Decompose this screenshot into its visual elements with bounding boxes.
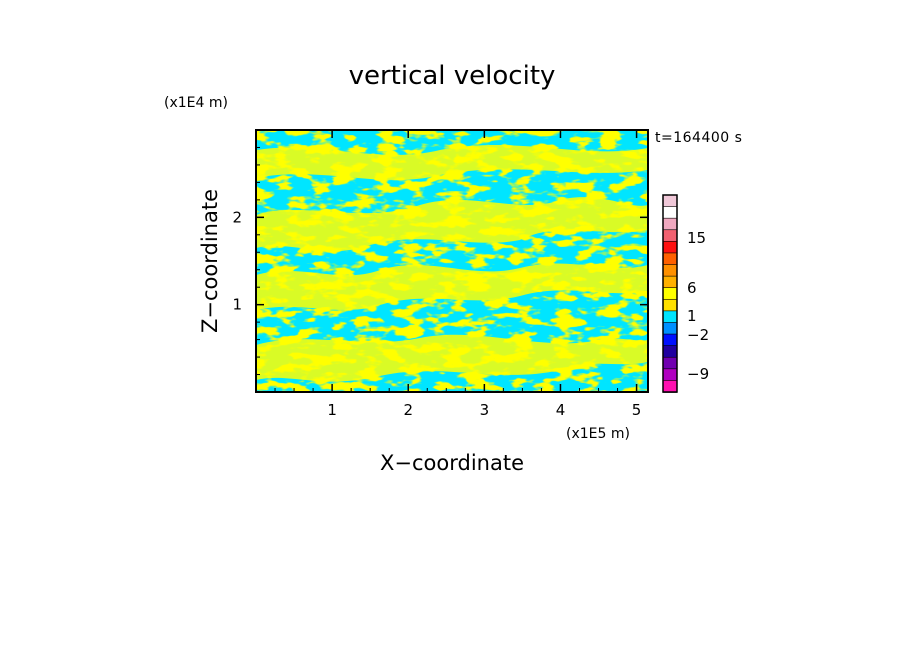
colorbar-band [662, 310, 678, 324]
x-tick-label: 3 [480, 401, 490, 419]
colorbar-band [662, 252, 678, 266]
y-tick-label: 2 [232, 208, 242, 226]
colorbar-tick-label: 15 [687, 229, 706, 247]
colorbar-frame [662, 194, 678, 393]
colorbar-band [662, 356, 678, 370]
colorbar-labels: 15 6 1−2 −9 [687, 229, 709, 383]
colorbar-bands [662, 194, 678, 393]
colorbar-tick-label: −2 [687, 326, 709, 344]
colorbar-band [662, 333, 678, 347]
chart-title: vertical velocity [349, 61, 556, 91]
colorbar-band [662, 264, 678, 277]
colorbar: 15 6 1−2 −9 [662, 194, 709, 393]
colorbar-band [662, 368, 678, 382]
colorbar-tick-label: 1 [687, 307, 697, 325]
x-tick-label: 1 [327, 401, 337, 419]
y-axis-label: Z−coordinate [198, 189, 222, 333]
colorbar-tick-label: 6 [687, 279, 697, 297]
colorbar-band [662, 298, 678, 312]
x-tick-label: 2 [403, 401, 413, 419]
colorbar-band [662, 206, 678, 219]
colorbar-band [662, 380, 678, 393]
x-tick-label: 4 [556, 401, 566, 419]
plot-area [255, 129, 649, 393]
colorbar-band [662, 229, 678, 243]
x-tick-label: 5 [632, 401, 642, 419]
colorbar-band [662, 322, 678, 335]
updraft-texture [256, 130, 648, 392]
y-tick-label: 1 [232, 296, 242, 314]
y-axis: 12 [232, 146, 648, 376]
colorbar-band [662, 345, 678, 359]
plot-frame [255, 129, 649, 393]
colorbar-band [662, 194, 678, 208]
x-scale-label: (x1E5 m) [566, 426, 630, 442]
colorbar-band [662, 241, 678, 254]
x-axis-label: X−coordinate [380, 451, 524, 475]
colorbar-tick-label: −9 [687, 365, 709, 383]
colorbar-band [662, 217, 678, 231]
colorbar-band [662, 287, 678, 301]
time-label: t=164400 s [655, 130, 742, 146]
x-axis: 1 2 3 4 5 [274, 130, 642, 419]
colorbar-band [662, 275, 678, 289]
y-scale-label: (x1E4 m) [164, 95, 228, 111]
